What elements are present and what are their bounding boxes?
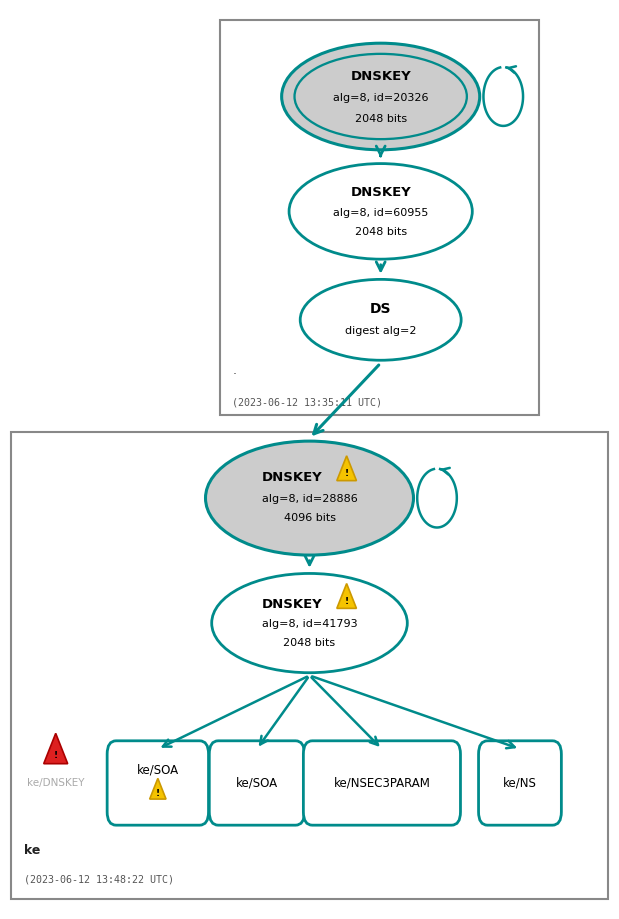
Polygon shape — [44, 733, 67, 764]
Text: digest alg=2: digest alg=2 — [345, 326, 417, 335]
Text: DNSKEY: DNSKEY — [262, 598, 322, 611]
Polygon shape — [150, 778, 166, 800]
Bar — [220, 20, 539, 415]
Text: !: ! — [156, 789, 160, 798]
Text: ke/NSEC3PARAM: ke/NSEC3PARAM — [334, 777, 430, 789]
Text: alg=8, id=60955: alg=8, id=60955 — [333, 209, 428, 218]
Ellipse shape — [282, 43, 480, 150]
Bar — [11, 432, 608, 899]
Text: DNSKEY: DNSKEY — [350, 70, 411, 83]
Text: !: ! — [345, 597, 348, 606]
Text: !: ! — [54, 751, 58, 760]
FancyBboxPatch shape — [478, 741, 561, 825]
Text: ke: ke — [24, 844, 40, 857]
FancyBboxPatch shape — [107, 741, 209, 825]
FancyBboxPatch shape — [303, 741, 461, 825]
FancyBboxPatch shape — [209, 741, 305, 825]
Text: !: ! — [345, 470, 348, 478]
Text: DS: DS — [370, 301, 391, 316]
Text: ke/SOA: ke/SOA — [137, 764, 179, 777]
Text: ke/SOA: ke/SOA — [236, 777, 278, 789]
Text: 4096 bits: 4096 bits — [284, 514, 335, 523]
Ellipse shape — [212, 573, 407, 673]
Text: DNSKEY: DNSKEY — [262, 471, 322, 484]
Text: ke/DNSKEY: ke/DNSKEY — [27, 778, 84, 788]
Text: ke/NS: ke/NS — [503, 777, 537, 789]
Text: 2048 bits: 2048 bits — [284, 639, 335, 648]
Text: DNSKEY: DNSKEY — [350, 187, 411, 199]
Text: 2048 bits: 2048 bits — [355, 227, 407, 236]
Polygon shape — [337, 456, 357, 481]
Text: .: . — [232, 364, 236, 377]
Text: alg=8, id=41793: alg=8, id=41793 — [262, 619, 357, 629]
Polygon shape — [337, 584, 357, 608]
Text: alg=8, id=20326: alg=8, id=20326 — [333, 94, 428, 103]
Ellipse shape — [300, 279, 461, 360]
Text: (2023-06-12 13:48:22 UTC): (2023-06-12 13:48:22 UTC) — [24, 875, 173, 885]
Ellipse shape — [289, 164, 472, 259]
Text: (2023-06-12 13:35:11 UTC): (2023-06-12 13:35:11 UTC) — [232, 397, 382, 407]
Ellipse shape — [206, 441, 413, 555]
Text: 2048 bits: 2048 bits — [355, 114, 407, 123]
Text: alg=8, id=28886: alg=8, id=28886 — [262, 494, 357, 504]
